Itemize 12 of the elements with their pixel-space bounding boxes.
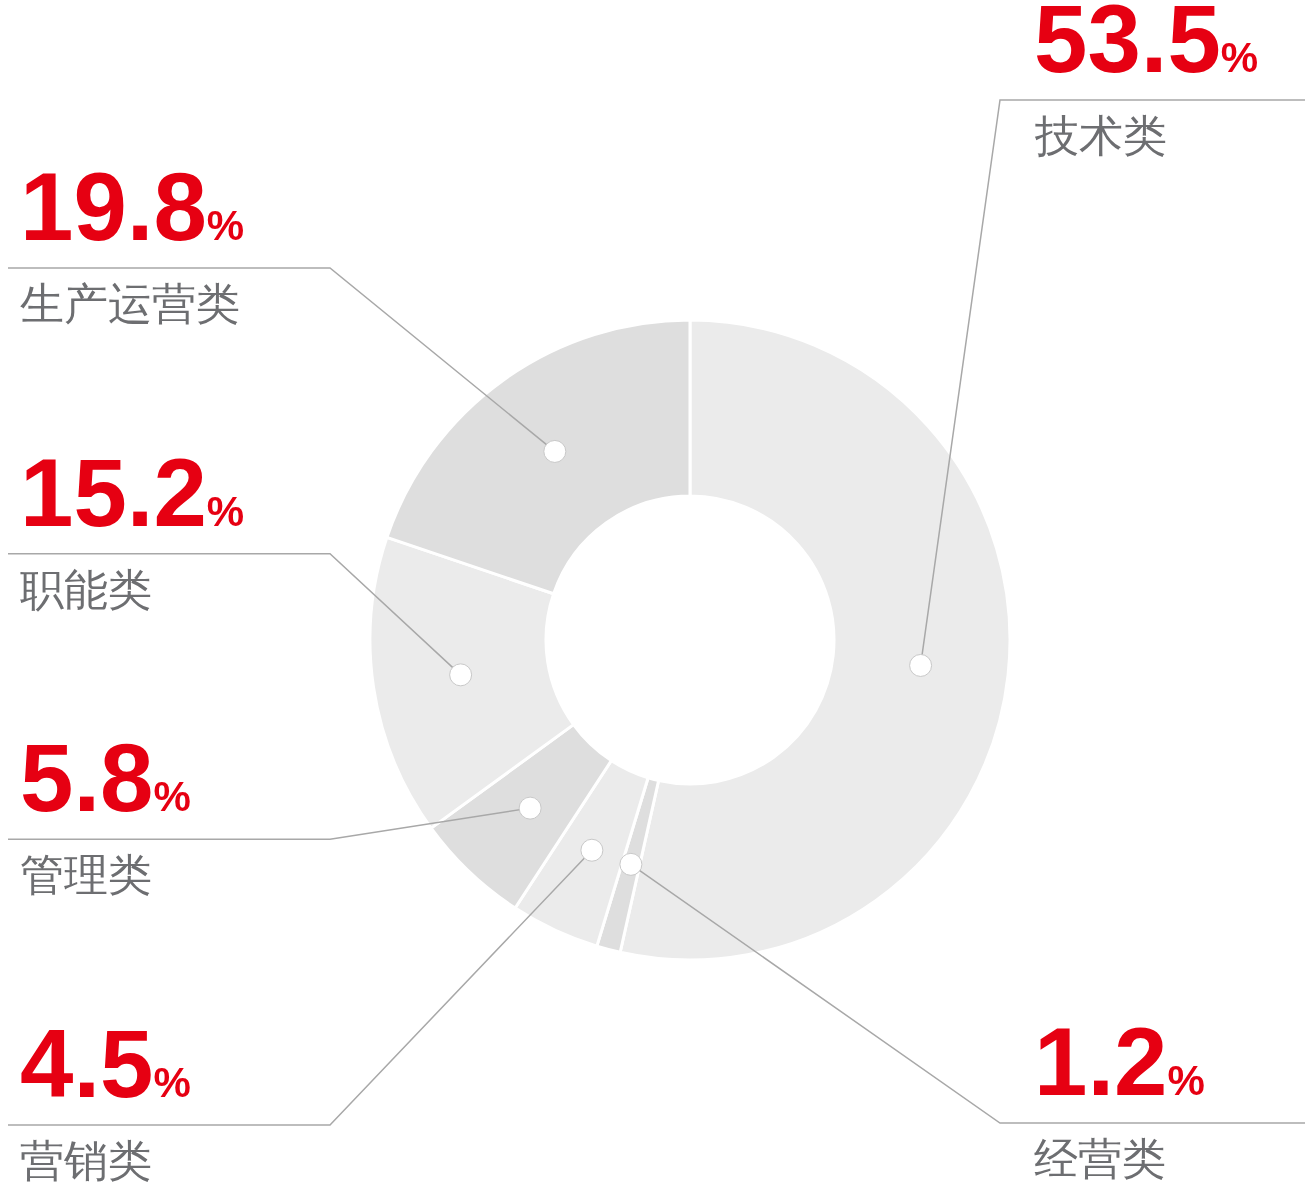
data-label: 15.2%	[20, 439, 245, 546]
data-label: 19.8%	[20, 153, 245, 260]
data-label: 53.5%	[1034, 0, 1259, 92]
slice-label: 管理类	[20, 849, 152, 900]
slice-label: 职能类	[20, 564, 152, 615]
slice-label: 技术类	[1034, 110, 1167, 161]
slice-label: 经营类	[1034, 1133, 1166, 1184]
slice-label: 营销类	[20, 1135, 152, 1186]
data-label: 5.8%	[20, 724, 191, 831]
data-label: 1.2%	[1034, 1008, 1205, 1115]
data-label: 4.5%	[20, 1010, 191, 1117]
slice-label: 生产运营类	[20, 278, 240, 329]
